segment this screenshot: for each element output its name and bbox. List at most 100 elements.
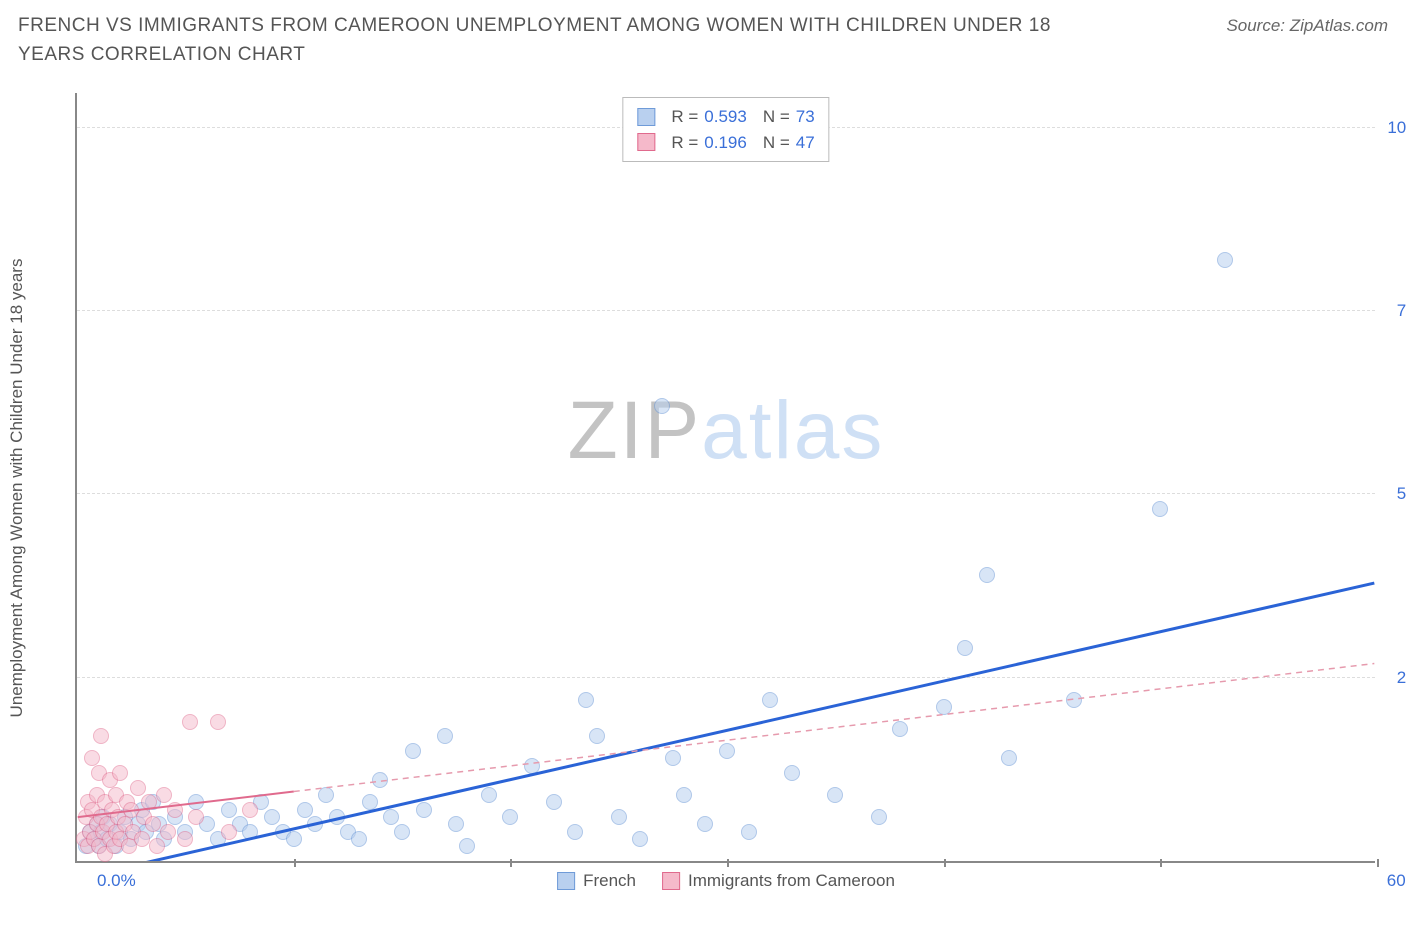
data-point-french [524,758,540,774]
trend-line [294,664,1375,792]
y-tick-label: 100.0% [1385,118,1406,138]
y-tick-label: 50.0% [1385,484,1406,504]
data-point-cameroon [221,824,237,840]
tick-v [1160,859,1162,867]
data-point-french [372,772,388,788]
tick-v [1377,859,1379,867]
data-point-french [827,787,843,803]
legend-row-1: R =0.196 N =47 [637,130,814,156]
y-tick-label: 75.0% [1385,301,1406,321]
data-point-french [221,802,237,818]
data-point-french [741,824,757,840]
data-point-french [394,824,410,840]
data-point-french [719,743,735,759]
watermark-atlas: atlas [701,385,884,476]
data-point-french [762,692,778,708]
data-point-french [405,743,421,759]
legend-label-0: French [583,871,636,891]
data-point-french [242,824,258,840]
data-point-french [567,824,583,840]
data-point-cameroon [93,728,109,744]
data-point-french [654,398,670,414]
r-value-1: 0.196 [704,130,747,156]
gridline-h [77,493,1375,494]
chart-title: FRENCH VS IMMIGRANTS FROM CAMEROON UNEMP… [18,12,1118,69]
data-point-french [329,809,345,825]
tick-v [294,859,296,867]
n-label-0: N = [763,104,790,130]
data-point-french [546,794,562,810]
data-point-french [362,794,378,810]
n-value-0: 73 [796,104,815,130]
data-point-french [957,640,973,656]
data-point-french [383,809,399,825]
watermark-zip: ZIP [568,385,702,476]
data-point-french [697,816,713,832]
data-point-french [286,831,302,847]
swatch-bottom-1 [662,872,680,890]
legend-item-0: French [557,871,636,891]
data-point-french [578,692,594,708]
legend-row-0: R =0.593 N =73 [637,104,814,130]
r-label-1: R = [671,130,698,156]
data-point-french [448,816,464,832]
legend-item-1: Immigrants from Cameroon [662,871,895,891]
data-point-french [892,721,908,737]
data-point-cameroon [177,831,193,847]
data-point-cameroon [242,802,258,818]
data-point-cameroon [182,714,198,730]
data-point-french [665,750,681,766]
data-point-french [784,765,800,781]
data-point-cameroon [156,787,172,803]
source-credit: Source: ZipAtlas.com [1226,16,1388,36]
data-point-cameroon [188,809,204,825]
n-value-1: 47 [796,130,815,156]
legend-stats: R =0.593 N =73 R =0.196 N =47 [622,97,829,162]
data-point-cameroon [167,802,183,818]
data-point-cameroon [160,824,176,840]
data-point-cameroon [112,765,128,781]
data-point-french [188,794,204,810]
r-value-0: 0.593 [704,104,747,130]
tick-v [944,859,946,867]
swatch-series-1 [637,133,655,151]
data-point-french [416,802,432,818]
tick-v [510,859,512,867]
data-point-french [437,728,453,744]
x-origin-label: 0.0% [97,871,136,891]
data-point-french [936,699,952,715]
data-point-french [676,787,692,803]
y-axis-label: Unemployment Among Women with Children U… [7,259,27,718]
data-point-cameroon [210,714,226,730]
data-point-french [264,809,280,825]
data-point-french [481,787,497,803]
r-label-0: R = [671,104,698,130]
watermark: ZIPatlas [568,384,885,478]
data-point-cameroon [130,780,146,796]
data-point-cameroon [134,831,150,847]
data-point-french [979,567,995,583]
y-tick-label: 25.0% [1385,668,1406,688]
data-point-cameroon [141,794,157,810]
data-point-french [632,831,648,847]
data-point-french [1001,750,1017,766]
data-point-french [351,831,367,847]
data-point-french [307,816,323,832]
legend-bottom: French Immigrants from Cameroon [557,871,895,891]
data-point-cameroon [84,750,100,766]
data-point-french [871,809,887,825]
data-point-french [502,809,518,825]
plot-area: ZIPatlas R =0.593 N =73 R =0.196 N =47 0… [75,93,1375,863]
data-point-cameroon [145,816,161,832]
n-label-1: N = [763,130,790,156]
data-point-french [611,809,627,825]
chart-container: Unemployment Among Women with Children U… [45,93,1385,883]
trend-line [88,583,1374,861]
tick-v [727,859,729,867]
x-max-label: 60.0% [1387,871,1406,891]
data-point-french [589,728,605,744]
legend-label-1: Immigrants from Cameroon [688,871,895,891]
data-point-french [297,802,313,818]
gridline-h [77,310,1375,311]
data-point-french [1152,501,1168,517]
